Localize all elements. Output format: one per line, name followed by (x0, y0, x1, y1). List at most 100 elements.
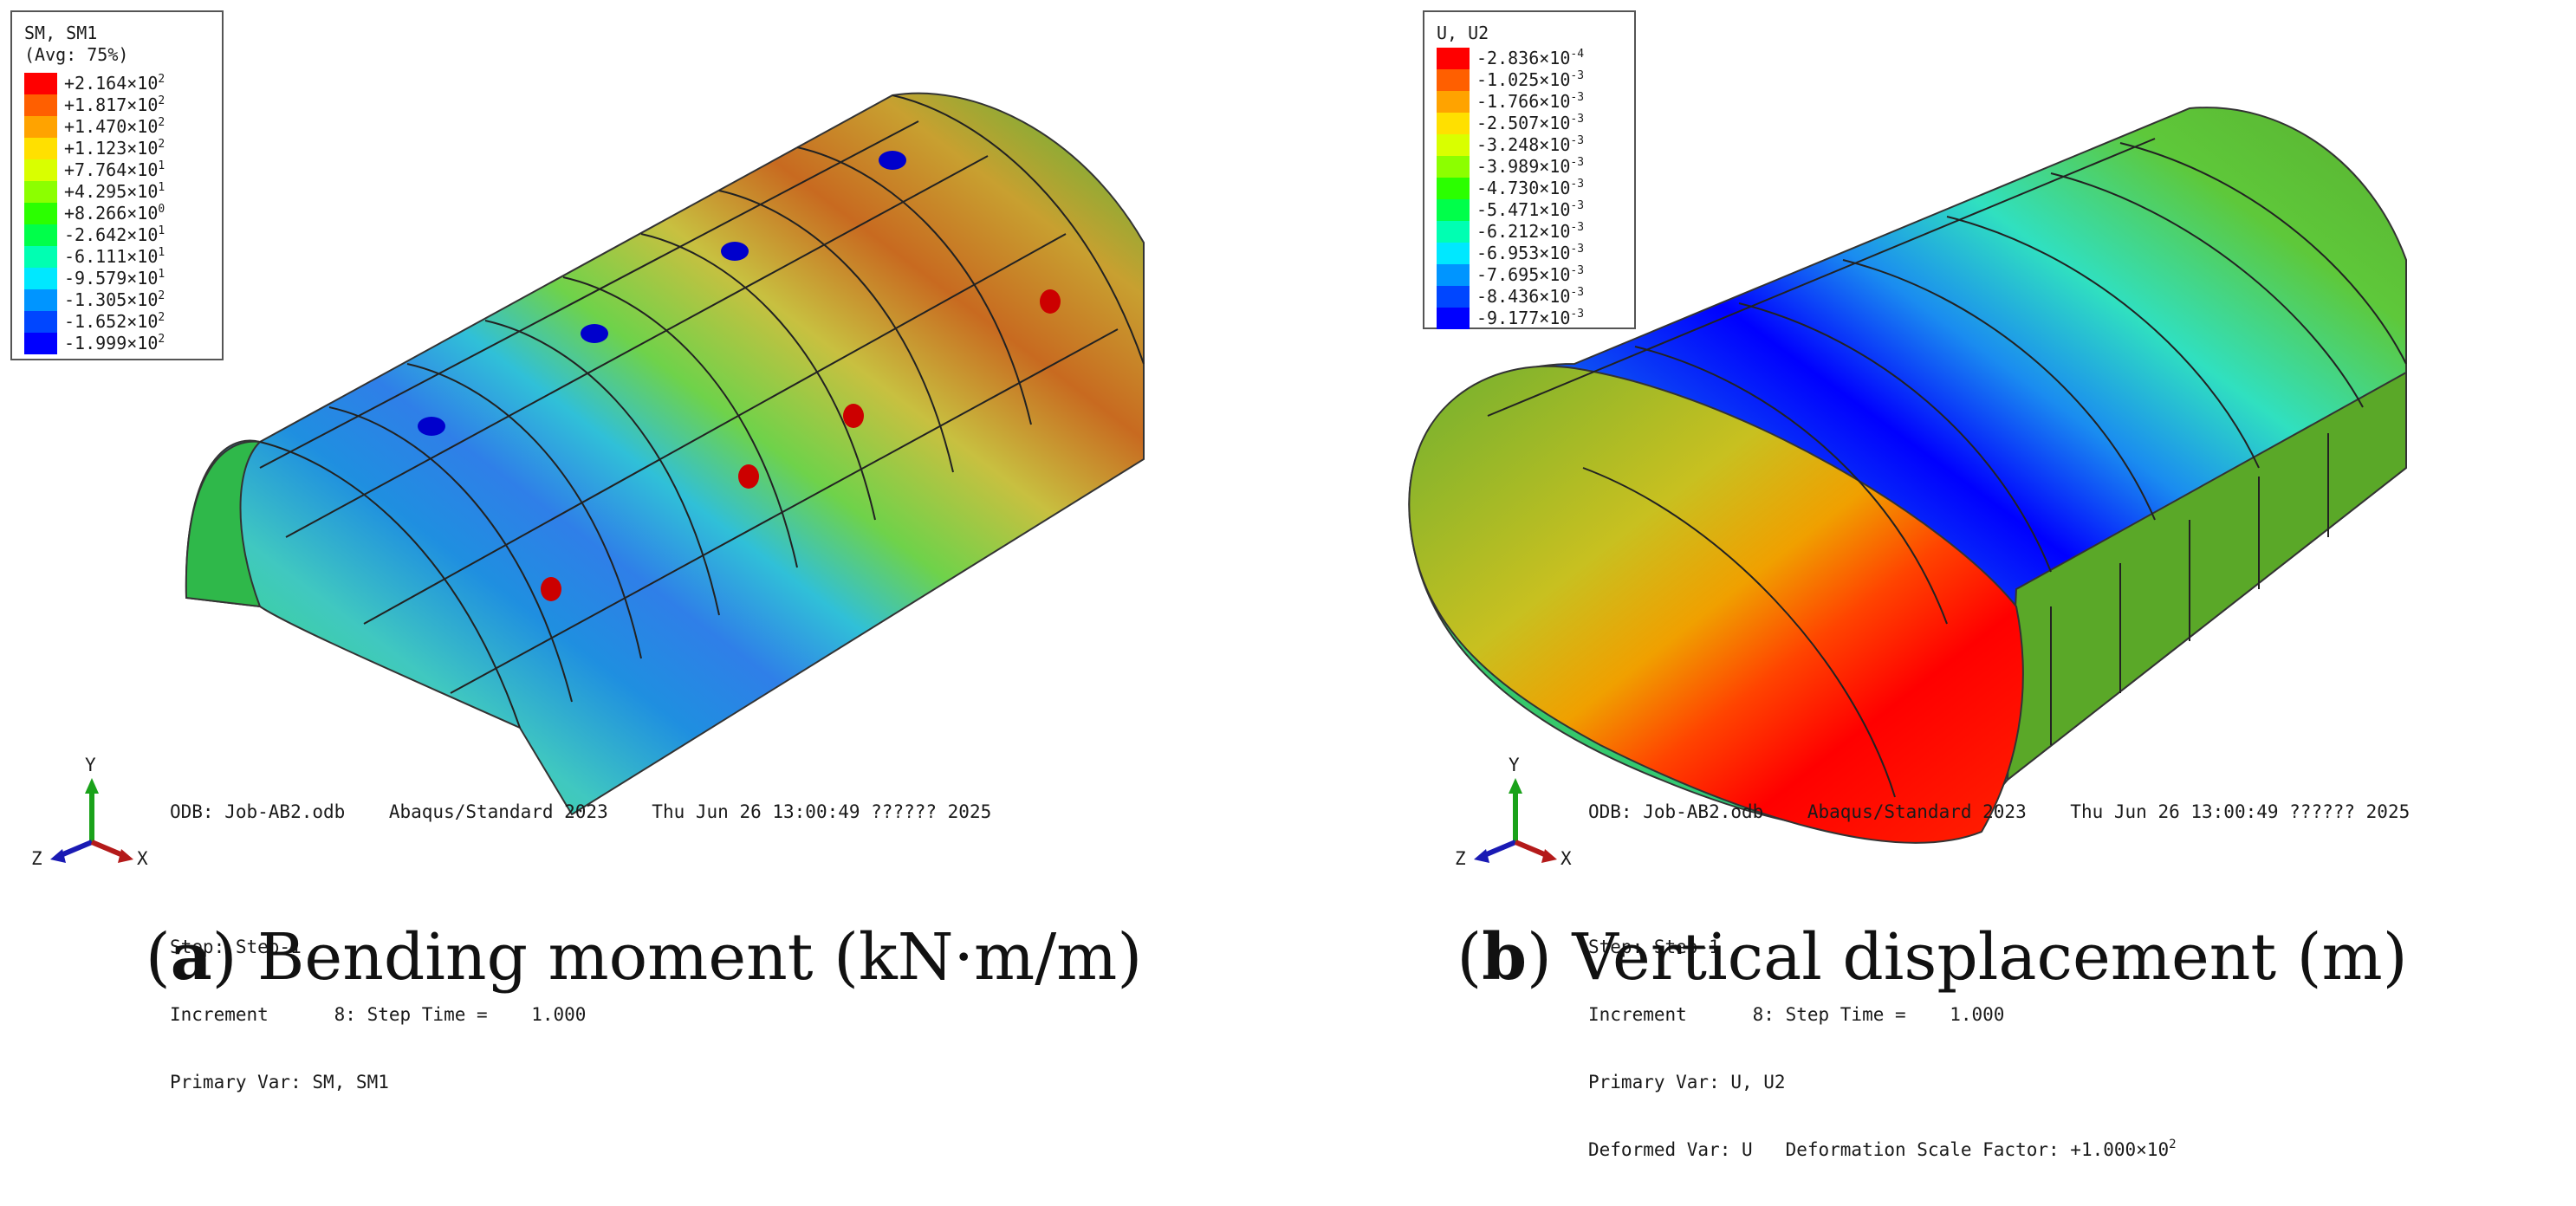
legend-entry: -2.642×101 (24, 224, 210, 246)
shell-surface (185, 92, 1145, 816)
legend-entry: +2.164×102 (24, 73, 210, 94)
legend-title: SM, SM1 (24, 23, 98, 43)
legend-swatch (1437, 264, 1470, 286)
mesh-lines-b (1487, 138, 2407, 798)
legend-entry: +1.123×102 (24, 138, 210, 159)
tunnel-model-bending-moment (185, 92, 1145, 816)
legend-entry: +1.470×102 (24, 116, 210, 138)
caption-text: Vertical displacement (m) (1551, 920, 2408, 995)
legend-entry: +8.266×100 (24, 203, 210, 224)
legend-entry: -6.212×10-3 (1437, 221, 1622, 243)
legend-entry: -1.305×102 (24, 289, 210, 311)
legend-entry: -1.025×10-3 (1437, 69, 1622, 91)
legend-value: -7.695×10-3 (1476, 264, 1585, 285)
legend-value: -1.305×102 (64, 289, 165, 310)
increment-line: Increment 8: Step Time = 1.000 (170, 1004, 587, 1025)
legend-value: -2.836×10-4 (1476, 48, 1585, 68)
step-line: Step: Step-1 (170, 937, 302, 957)
legend-value: -2.507×10-3 (1476, 113, 1585, 133)
panel-bending-moment: SM, SM1 (Avg: 75%) +2.164×102 +1.817×102 +… (0, 0, 1288, 1093)
legend-value: +4.295×101 (64, 181, 165, 202)
legend-value: -5.471×10-3 (1476, 199, 1585, 220)
shell-front-end (1408, 365, 2024, 844)
contour-legend: SM, SM1 (Avg: 75%) +2.164×102 +1.817×102 +… (10, 10, 224, 360)
legend-entry: -1.766×10-3 (1437, 91, 1622, 113)
legend-entry: +7.764×101 (24, 159, 210, 181)
z-axis-label: Z (1455, 848, 1466, 869)
deformed-var-line: Deformed Var: U Deformation Scale Factor… (1588, 1138, 2177, 1160)
legend-rows: -2.836×10-4 -1.025×10-3 -1.766×10-3 -2.507×… (1437, 48, 1622, 329)
legend-swatch (1437, 134, 1470, 156)
legend-value: +1.470×102 (64, 116, 165, 137)
legend-swatch (1437, 221, 1470, 243)
legend-entry: -5.471×10-3 (1437, 199, 1622, 221)
legend-swatch (24, 289, 57, 311)
legend-title: U, U2 (1437, 23, 1489, 43)
contour-legend: U, U2 -2.836×10-4 -1.025×10-3 -1.766×10-3-… (1423, 10, 1636, 329)
odb-line: ODB: Job-AB2.odb Abaqus/Standard 2023 Th… (1588, 801, 2411, 822)
legend-swatch (1437, 308, 1470, 329)
legend-swatch (1437, 113, 1470, 134)
caption-letter: b (1482, 920, 1528, 995)
legend-subtitle: (Avg: 75%) (24, 44, 129, 65)
legend-entry: -9.579×101 (24, 268, 210, 289)
legend-entry: -6.953×10-3 (1437, 243, 1622, 264)
panel-vertical-displacement: U, U2 -2.836×10-4 -1.025×10-3 -1.766×10-3-… (1288, 0, 2576, 1160)
primary-var-line: Primary Var: U, U2 (1588, 1072, 1786, 1093)
z-axis-arrow (57, 840, 94, 859)
legend-swatch (24, 138, 57, 159)
x-axis-arrow (90, 840, 127, 859)
axis-triad: Y Z X (31, 755, 148, 869)
legend-value: -3.248×10-3 (1476, 134, 1585, 155)
legend-value: +1.123×102 (64, 138, 165, 159)
mesh-lines (259, 94, 1145, 729)
legend-value: +1.817×102 (64, 94, 165, 115)
odb-line: ODB: Job-AB2.odb Abaqus/Standard 2023 Th… (170, 801, 992, 822)
legend-value: -9.579×101 (64, 268, 165, 289)
legend-entry: -3.989×10-3 (1437, 156, 1622, 178)
peak-markers (418, 151, 1061, 601)
legend-value: -4.730×10-3 (1476, 178, 1585, 198)
legend-swatch (1437, 199, 1470, 221)
legend-entry: -9.177×10-3 (1437, 308, 1622, 329)
legend-entry: -2.507×10-3 (1437, 113, 1622, 134)
legend-value: -3.989×10-3 (1476, 156, 1585, 177)
caption-b: (b) Vertical displacement (m) (1457, 920, 2408, 995)
legend-value: +7.764×101 (64, 159, 165, 180)
legend-value: -9.177×10-3 (1476, 308, 1585, 328)
legend-swatch (24, 246, 57, 268)
primary-var-line: Primary Var: SM, SM1 (170, 1072, 389, 1093)
x-axis-label: X (137, 848, 148, 869)
legend-swatch (24, 181, 57, 203)
caption-a: (a) Bending moment (kN·m/m) (145, 920, 1143, 995)
z-axis-label: Z (31, 848, 42, 869)
legend-swatch (24, 311, 57, 333)
legend-swatch (24, 116, 57, 138)
legend-entry: -7.695×10-3 (1437, 264, 1622, 286)
y-axis-label: Y (1509, 755, 1520, 775)
y-axis-label: Y (85, 755, 96, 775)
x-axis-arrow (1514, 840, 1550, 859)
legend-value: -1.999×102 (64, 333, 165, 353)
step-line: Step: Step-1 (1588, 937, 1720, 957)
legend-swatch (24, 268, 57, 289)
legend-swatch (24, 203, 57, 224)
legend-swatch (1437, 91, 1470, 113)
legend-swatch (1437, 156, 1470, 178)
legend-entry: +4.295×101 (24, 181, 210, 203)
legend-value: -1.652×102 (64, 311, 165, 332)
axis-triad: Y Z X (1455, 755, 1572, 869)
legend-swatch (24, 333, 57, 354)
legend-value: -1.025×10-3 (1476, 69, 1585, 90)
legend-swatch (24, 224, 57, 246)
legend-value: -2.642×101 (64, 224, 165, 245)
legend-rows: +2.164×102 +1.817×102 +1.470×102 +1.123×102… (24, 73, 210, 354)
legend-entry: +1.817×102 (24, 94, 210, 116)
legend-entry: -1.999×102 (24, 333, 210, 354)
legend-value: -8.436×10-3 (1476, 286, 1585, 307)
caption-letter: a (170, 920, 212, 995)
legend-swatch (1437, 48, 1470, 69)
legend-swatch (1437, 178, 1470, 199)
legend-swatch (1437, 69, 1470, 91)
legend-entry: -4.730×10-3 (1437, 178, 1622, 199)
